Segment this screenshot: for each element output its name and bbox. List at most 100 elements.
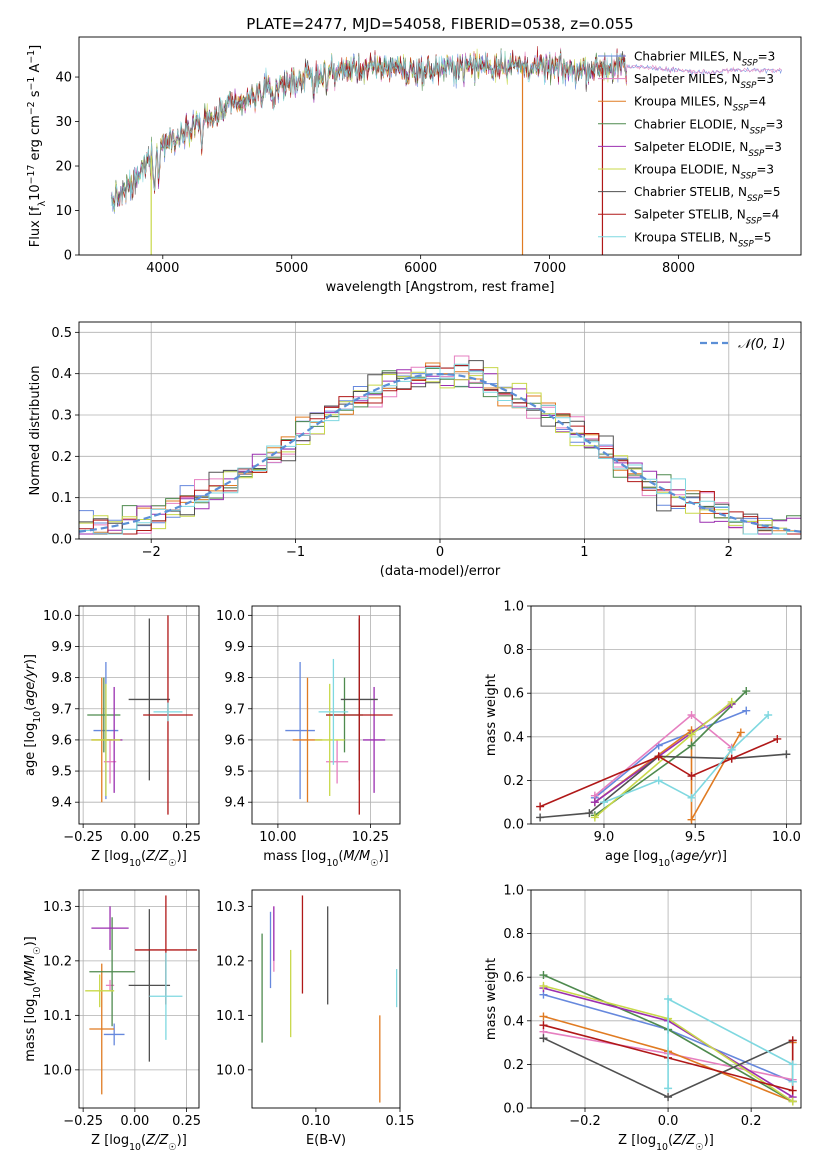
legend-label-1: Salpeter MILES, NSSP=3 bbox=[634, 72, 774, 91]
plot-area bbox=[531, 889, 801, 1109]
tick-label-y: 0.1 bbox=[51, 491, 72, 506]
tick-label-x: 10.25 bbox=[352, 830, 389, 845]
weight-marker-3 bbox=[539, 971, 548, 980]
tick-label-x: 1 bbox=[580, 545, 588, 560]
weight-marker-6 bbox=[585, 809, 594, 818]
axes-weight_vs_age: 9.0 9.5 10.0 0.0 0.2 0.4 0.6 0.8 1.0 age [log10(a… bbox=[484, 600, 802, 869]
weight-marker-7 bbox=[536, 802, 545, 811]
tick-label-y: 0.0 bbox=[503, 818, 524, 833]
legend-label-8: Kroupa STELIB, NSSP=5 bbox=[634, 230, 771, 249]
tick-label-y: 0.4 bbox=[51, 367, 72, 382]
weight-marker-6 bbox=[664, 1093, 673, 1102]
tick-label-y: 1.0 bbox=[503, 600, 524, 615]
tick-label-y: 10.2 bbox=[43, 954, 72, 969]
weight-marker-8 bbox=[788, 1060, 797, 1069]
weight-marker-5 bbox=[590, 813, 599, 822]
tick-label-y: 9.8 bbox=[224, 671, 245, 686]
x-axis-label: (data-model)/error bbox=[380, 564, 501, 579]
axis-ticks: 4000 5000 6000 7000 8000 0 10 20 30 40 bbox=[55, 71, 695, 276]
weight-marker-8 bbox=[727, 745, 736, 754]
tick-label-y: 9.9 bbox=[224, 640, 245, 655]
tick-label-x: 4000 bbox=[146, 261, 179, 276]
weight-marker-5 bbox=[687, 730, 696, 739]
axes-frame bbox=[78, 605, 200, 825]
weight-marker-8 bbox=[599, 798, 608, 807]
weight-marker-8 bbox=[664, 995, 673, 1003]
tick-label-x: −1 bbox=[286, 545, 305, 560]
axis-ticks: −0.25 0.00 0.25 9.4 9.5 9.6 9.7 9.8 9.9 10.0 bbox=[43, 609, 201, 845]
axes-age_vs_Z: −0.25 0.00 0.25 9.4 9.5 9.6 9.7 9.8 9.9 10.0 Z [lo… bbox=[23, 605, 201, 869]
x-axis-label: Z [log10(Z/Z☉)] bbox=[91, 1133, 187, 1153]
axes-frame bbox=[251, 889, 401, 1109]
tick-label-x: 0.0 bbox=[658, 1114, 679, 1129]
axis-ticks: 10.00 10.25 9.4 9.5 9.6 9.7 9.8 9.9 10.0 bbox=[216, 609, 389, 845]
tick-label-x: −0.2 bbox=[569, 1114, 601, 1129]
legend-label-7: Salpeter STELIB, NSSP=4 bbox=[634, 208, 779, 227]
tick-label-x: 0.00 bbox=[120, 1114, 149, 1129]
weight-marker-7 bbox=[773, 734, 782, 743]
y-axis-label: age [log10(age/yr)] bbox=[23, 654, 43, 776]
normal-curve bbox=[78, 372, 802, 533]
tick-label-y: 9.7 bbox=[51, 702, 72, 717]
axis-ticks: 9.0 9.5 10.0 0.0 0.2 0.4 0.6 0.8 1.0 bbox=[503, 600, 801, 846]
axes-frame bbox=[78, 36, 802, 256]
tick-label-x: 0.10 bbox=[301, 1114, 330, 1129]
tick-label-y: 0.0 bbox=[503, 1102, 524, 1117]
tick-label-y: 0.0 bbox=[51, 533, 72, 548]
weight-marker-8 bbox=[788, 1077, 797, 1086]
y-axis-label: mass weight bbox=[484, 958, 499, 1040]
tick-label-y: 20 bbox=[55, 160, 72, 175]
weight-marker-2 bbox=[687, 815, 696, 824]
weight-marker-5 bbox=[539, 981, 548, 990]
tick-label-y: 9.8 bbox=[51, 671, 72, 686]
axis-ticks: 0.10 0.15 10.0 10.1 10.2 10.3 bbox=[216, 900, 414, 1129]
weight-marker-8 bbox=[764, 711, 773, 719]
tick-label-x: 7000 bbox=[533, 261, 566, 276]
axis-ticks: −2 −1 0 1 2 0.0 0.1 0.2 0.3 0.4 0.5 bbox=[51, 326, 733, 560]
weight-marker-0 bbox=[742, 706, 751, 715]
axes-mass_vs_Z: −0.25 0.00 0.25 10.0 10.1 10.2 10.3 Z [log10(Z/… bbox=[23, 889, 201, 1153]
tick-label-y: 10.3 bbox=[43, 900, 72, 915]
y-axis-label: mass [log10(M/M☉)] bbox=[23, 936, 43, 1062]
tick-label-y: 0.2 bbox=[51, 450, 72, 465]
axes-weight_vs_Z: −0.2 0.0 0.2 0.0 0.2 0.4 0.6 0.8 1.0 Z [log10(Z/Z… bbox=[484, 884, 802, 1153]
plot-area bbox=[110, 46, 782, 255]
tick-label-x: 0.00 bbox=[120, 830, 149, 845]
tick-label-y: 9.4 bbox=[51, 796, 72, 811]
tick-label-y: 10.0 bbox=[216, 1063, 245, 1078]
weight-marker-1 bbox=[687, 711, 696, 719]
tick-label-x: 9.0 bbox=[594, 830, 615, 845]
tick-label-y: 10.2 bbox=[216, 954, 245, 969]
tick-label-x: −2 bbox=[142, 545, 161, 560]
tick-label-x: 5000 bbox=[275, 261, 308, 276]
legend-label-2: Kroupa MILES, NSSP=4 bbox=[634, 95, 766, 114]
weight-line-8 bbox=[667, 997, 794, 1089]
tick-label-y: 0.2 bbox=[503, 1058, 524, 1073]
tick-label-y: 10 bbox=[55, 204, 72, 219]
weight-marker-8 bbox=[687, 793, 696, 802]
weight-marker-3 bbox=[742, 687, 751, 696]
tick-label-x: −0.25 bbox=[63, 1114, 103, 1129]
tick-label-x: 10.0 bbox=[772, 830, 801, 845]
tick-label-y: 0.4 bbox=[503, 1014, 524, 1029]
legend-label-3: Chabrier ELODIE, NSSP=3 bbox=[634, 117, 783, 136]
tick-label-y: 0.8 bbox=[503, 643, 524, 658]
tick-label-y: 9.7 bbox=[224, 702, 245, 717]
histogram-series-7 bbox=[79, 364, 801, 535]
axes-frame bbox=[251, 605, 401, 825]
tick-label-x: 0.25 bbox=[172, 830, 201, 845]
weight-marker-5 bbox=[788, 1097, 797, 1106]
tick-label-x: 9.5 bbox=[685, 830, 706, 845]
axes-frame bbox=[530, 889, 802, 1109]
weight-marker-6 bbox=[782, 750, 791, 759]
weight-marker-3 bbox=[687, 741, 696, 750]
weight-marker-7 bbox=[687, 772, 696, 781]
weight-marker-8 bbox=[664, 1084, 673, 1093]
tick-label-y: 10.3 bbox=[216, 900, 245, 915]
legend-label-4: Salpeter ELODIE, NSSP=3 bbox=[634, 140, 782, 159]
weight-marker-6 bbox=[536, 813, 545, 822]
weight-marker-4 bbox=[590, 798, 599, 807]
weight-marker-7 bbox=[788, 1086, 797, 1095]
tick-label-y: 9.6 bbox=[51, 733, 72, 748]
tick-label-x: 0.25 bbox=[172, 1114, 201, 1129]
